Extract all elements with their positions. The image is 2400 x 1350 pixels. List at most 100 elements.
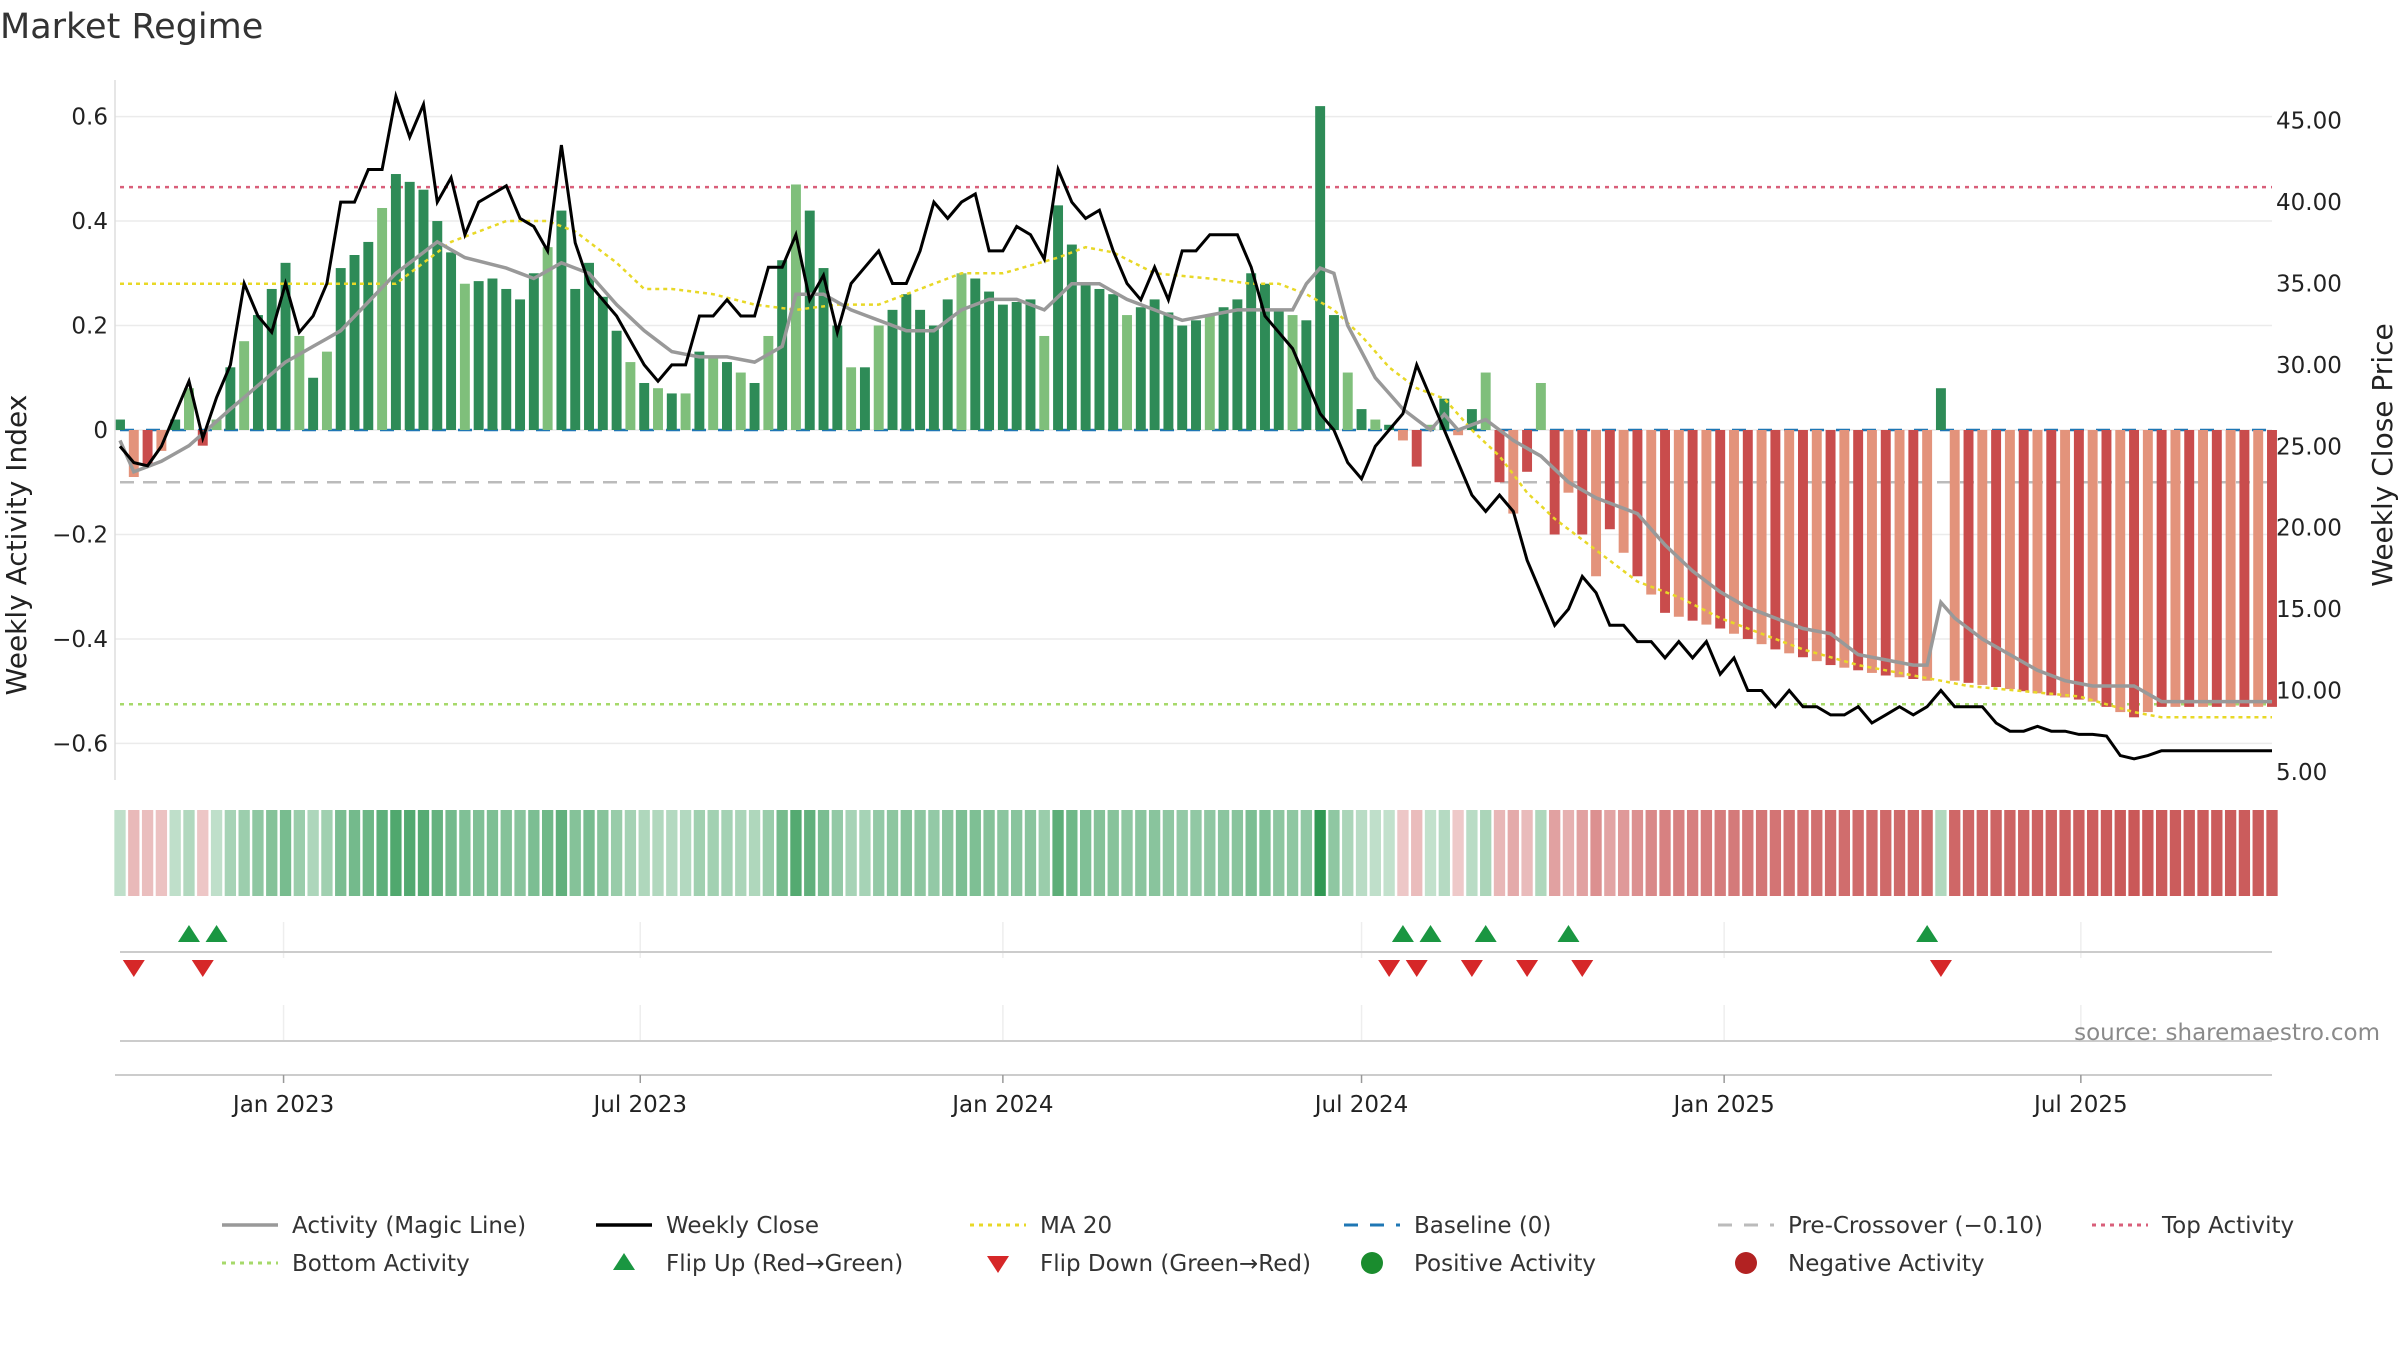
y-tick-label: 0 [93,418,108,444]
regime-strip-cell [1424,810,1437,896]
regime-strip-cell [1452,810,1464,896]
activity-bar [1039,335,1050,430]
legend-label: Bottom Activity [292,1251,470,1277]
activity-bar [1260,283,1270,430]
activity-bar [170,419,181,430]
activity-bar [873,325,884,430]
regime-strip-cell [1880,810,1892,896]
regime-strip-cell [762,810,775,896]
activity-bar [432,221,443,430]
activity-bar [1066,244,1077,430]
regime-strip-cell [928,810,940,896]
legend-label: Baseline (0) [1414,1213,1551,1239]
regime-strip-cell [1204,810,1216,896]
activity-bar [363,241,374,430]
activity-bar [1853,430,1864,671]
regime-strip-cell [1466,810,1478,896]
regime-strip-cell [1079,810,1092,896]
regime-strip-cell [252,810,264,896]
regime-strip-cell [1066,810,1078,896]
legend-item: Flip Up (Red→Green) [613,1251,903,1277]
x-tick-label: Jul 2023 [591,1092,687,1118]
activity-bar [1025,299,1036,430]
flip-up-marker [1419,925,1442,942]
activity-bar [2253,430,2264,707]
regime-strip-cell [2087,810,2099,896]
activity-bar [184,388,194,430]
regime-strip-cell [652,810,664,896]
regime-strip-cell [197,810,209,896]
regime-strip-cell [1645,810,1657,896]
regime-strip-cell [445,810,457,896]
regime-strip-cell [362,810,374,896]
regime-strip-cell [597,810,609,896]
regime-strip-cell [2128,810,2140,896]
activity-bar [639,382,650,430]
activity-bar [1163,312,1174,430]
regime-strip-cell [141,810,154,896]
legend-label: Activity (Magic Line) [292,1213,526,1239]
activity-bar [584,262,594,430]
activity-bar [1963,430,1974,683]
legend-swatch [1735,1252,1757,1274]
activity-bar [1660,430,1670,613]
flip-down-marker [1378,960,1401,977]
regime-strip-cell [583,810,595,896]
activity-bar [1632,430,1643,577]
regime-strip-cell [1011,810,1023,896]
regime-strip-cell [210,810,223,896]
y-tick-label: −0.4 [52,627,108,653]
activity-bar [1880,430,1891,676]
regime-strip-cell [155,810,168,896]
regime-strip-cell [1728,810,1740,896]
regime-strip-cell [238,810,250,896]
regime-strip-cell [417,810,430,896]
regime-strip-cell [1107,810,1119,896]
activity-bar [1908,430,1919,679]
y2-tick-label: 15.00 [2276,597,2342,623]
regime-strip-cell [679,810,692,896]
regime-strip-cell [1273,810,1285,896]
regime-strip-cell [2059,810,2071,896]
regime-strip [114,810,2278,896]
activity-bar [625,362,636,430]
x-tick-label: Jul 2025 [2032,1092,2128,1118]
regime-strip-cell [983,810,995,896]
activity-bar [1798,430,1808,658]
activity-bar [1522,430,1533,472]
regime-strip-cell [1217,810,1230,896]
regime-strip-cell [1907,810,1919,896]
activity-bar [1232,299,1243,430]
regime-strip-cell [1838,810,1851,896]
legend-item: Pre-Crossover (−0.10) [1718,1213,2043,1239]
y-tick-label: −0.2 [52,522,108,548]
activity-bar [2073,430,2084,700]
activity-bar [2170,430,2181,707]
legend-label: Top Activity [2161,1213,2294,1239]
activity-bar [1866,430,1877,673]
regime-strip-cell [1355,810,1368,896]
regime-strip-cell [2114,810,2126,896]
regime-strip-cell [1121,810,1133,896]
activity-bar [487,278,498,430]
activity-bar [1411,430,1422,467]
activity-bar [804,210,815,430]
activity-bar [1494,430,1505,483]
activity-bar [1549,430,1560,535]
regime-strip-cell [1052,810,1064,896]
regime-strip-cell [321,810,333,896]
activity-bar [473,281,484,430]
regime-strip-cell [1659,810,1671,896]
activity-bar [1784,430,1795,654]
regime-strip-cell [1990,810,2002,896]
regime-strip-cell [900,810,912,896]
activity-bar [735,372,746,430]
activity-bar [1011,302,1022,430]
regime-strip-cell [500,810,512,896]
activity-bar [1646,430,1657,595]
regime-strip-cell [1866,810,1878,896]
regime-strip-cell [1521,810,1533,896]
regime-strip-cell [348,810,361,896]
regime-strip-cell [1411,810,1423,896]
